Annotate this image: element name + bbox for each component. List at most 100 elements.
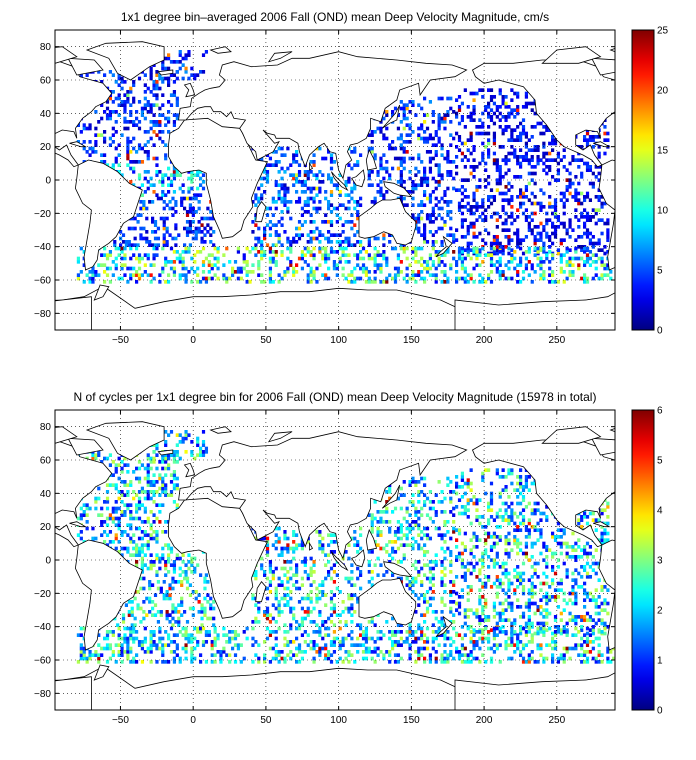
data-cell: [82, 503, 86, 507]
data-cell: [568, 270, 572, 274]
data-cell: [431, 190, 435, 194]
data-cell: [513, 175, 517, 179]
data-cell: [519, 468, 523, 472]
data-cell: [414, 253, 418, 257]
data-cell: [423, 533, 427, 537]
data-cell: [469, 561, 473, 566]
data-cell: [434, 150, 438, 154]
data-cell: [527, 528, 531, 532]
data-cell: [379, 266, 383, 271]
data-cell: [449, 160, 453, 164]
data-cell: [536, 225, 540, 229]
data-cell: [251, 620, 255, 624]
data-cell: [132, 100, 136, 104]
data-cell: [553, 225, 558, 229]
data-cell: [132, 83, 136, 87]
data-cell: [145, 216, 149, 221]
data-cell: [196, 273, 200, 277]
data-cell: [140, 566, 145, 571]
data-cell: [591, 185, 595, 189]
data-cell: [382, 153, 386, 157]
data-cell: [551, 256, 555, 261]
data-cell: [139, 206, 143, 211]
data-cell: [457, 253, 462, 257]
data-cell: [466, 148, 470, 152]
data-cell: [402, 140, 406, 144]
data-cell: [149, 106, 153, 111]
data-cell: [201, 260, 206, 264]
data-cell: [399, 100, 403, 104]
data-cell: [126, 523, 130, 527]
data-cell: [396, 253, 401, 257]
data-cell: [402, 116, 406, 121]
data-cell: [382, 253, 386, 257]
data-cell: [399, 560, 403, 564]
data-cell: [159, 590, 163, 594]
data-cell: [197, 220, 201, 224]
data-cell: [376, 520, 380, 524]
data-cell: [260, 566, 264, 571]
data-cell: [139, 606, 143, 611]
data-cell: [588, 263, 593, 267]
data-cell: [312, 163, 316, 167]
landmass-iceland: [682, 70, 696, 75]
data-cell: [492, 263, 497, 267]
data-cell: [405, 273, 409, 277]
data-cell: [257, 263, 261, 267]
data-cell: [212, 243, 216, 247]
data-cell: [149, 136, 153, 141]
data-cell: [129, 166, 133, 171]
data-cell: [318, 246, 322, 251]
data-cell: [283, 193, 287, 197]
data-cell: [527, 501, 531, 506]
data-cell: [489, 263, 494, 267]
data-cell: [174, 236, 178, 241]
data-cell: [519, 280, 523, 284]
data-cell: [146, 453, 150, 457]
data-cell: [463, 481, 467, 486]
data-cell: [489, 115, 494, 119]
data-cell: [373, 276, 377, 281]
data-cell: [324, 260, 328, 264]
data-cell: [309, 620, 313, 624]
data-cell: [188, 606, 193, 611]
data-cell: [417, 480, 421, 484]
data-cell: [516, 231, 520, 236]
data-cell: [199, 70, 203, 74]
data-cell: [327, 150, 331, 154]
data-cell: [338, 190, 342, 194]
data-cell: [585, 260, 590, 264]
data-cell: [478, 215, 482, 219]
data-cell: [562, 270, 566, 274]
data-cell: [516, 280, 520, 284]
data-cell: [420, 126, 424, 131]
data-cell: [97, 453, 101, 457]
data-cell: [251, 220, 255, 224]
data-cell: [574, 246, 578, 251]
data-cell: [396, 496, 401, 501]
data-cell: [449, 210, 453, 214]
data-cell: [551, 531, 555, 536]
data-cell: [168, 206, 172, 211]
data-cell: [190, 453, 194, 457]
data-cell: [524, 601, 529, 606]
data-cell: [434, 196, 438, 201]
data-cell: [356, 200, 360, 204]
data-cell: [399, 196, 403, 201]
data-cell: [194, 210, 198, 214]
data-cell: [472, 235, 476, 239]
data-cell: [379, 510, 383, 514]
data-cell: [420, 270, 424, 274]
data-cell: [492, 250, 497, 254]
data-cell: [498, 585, 502, 589]
data-cell: [161, 246, 165, 251]
data-cell: [516, 111, 520, 116]
data-cell: [159, 613, 163, 617]
data-cell: [329, 606, 334, 611]
data-cell: [568, 235, 572, 239]
data-cell: [504, 185, 508, 189]
data-cell: [165, 230, 169, 234]
data-cell: [463, 611, 467, 616]
data-cell: [379, 193, 383, 197]
data-cell: [420, 476, 424, 481]
